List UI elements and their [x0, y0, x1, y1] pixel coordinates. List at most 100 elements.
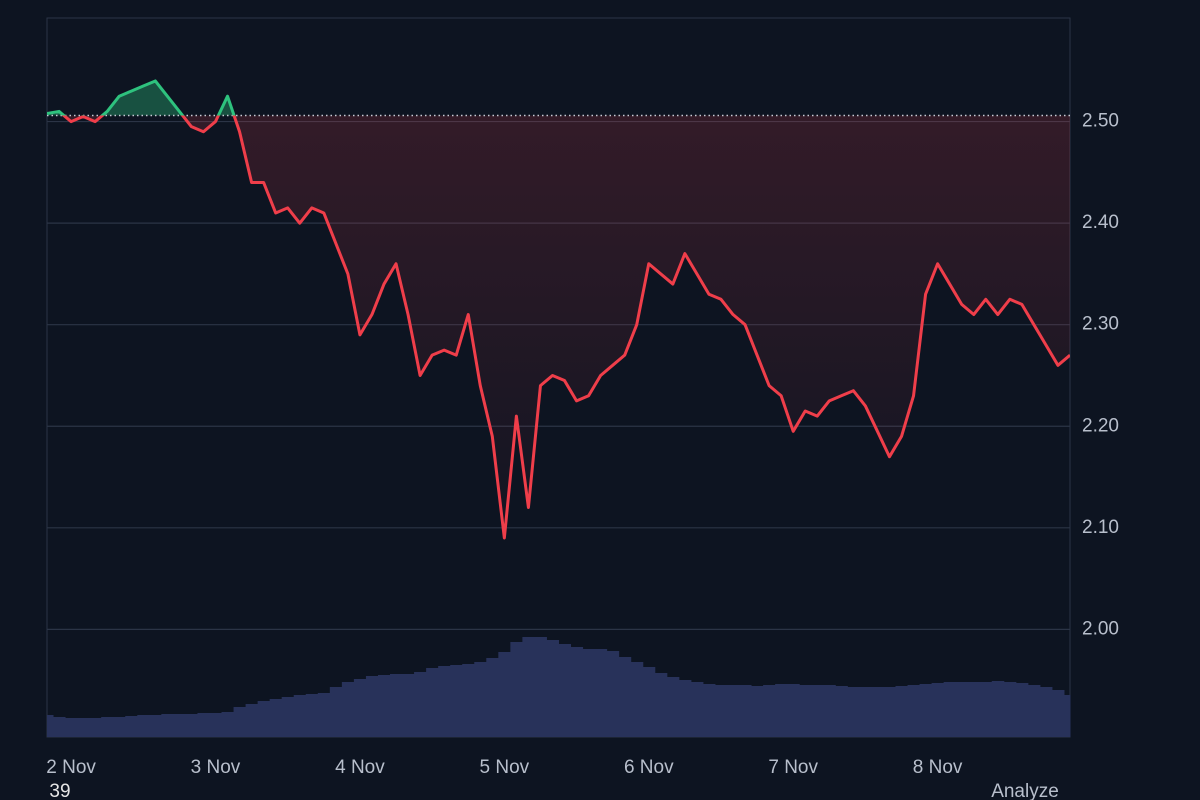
y-tick-label: 2.40 [1082, 212, 1119, 233]
volume-bar [137, 715, 150, 737]
volume-bar [919, 684, 933, 737]
volume-bar [979, 682, 993, 737]
volume-bar [47, 715, 54, 737]
x-tick-label: 2 Nov [46, 757, 96, 778]
volume-bar [353, 679, 367, 737]
volume-bar [606, 651, 620, 737]
volume-bar [1015, 683, 1029, 737]
volume-bar [474, 662, 487, 737]
volume-bar [1063, 695, 1071, 737]
volume-bar [690, 682, 704, 737]
volume-bar [77, 718, 90, 737]
volume-bar [823, 685, 836, 737]
volume-bar [787, 684, 800, 737]
volume-bar [1003, 682, 1017, 737]
volume-bar [678, 680, 692, 737]
volume-bar [65, 718, 78, 737]
volume-bar [185, 714, 198, 737]
volume-bar [486, 658, 499, 737]
volume-bar [570, 647, 584, 737]
volume-bar [402, 674, 415, 737]
volume-bar [811, 685, 824, 737]
volume-bar [161, 714, 174, 737]
x-tick-label: 6 Nov [624, 757, 674, 778]
volume-bar [883, 687, 896, 737]
analyze-button[interactable]: Analyze [991, 781, 1059, 800]
x-tick-label: 3 Nov [191, 757, 241, 778]
volume-bar [438, 666, 451, 737]
volume-bar [594, 649, 608, 737]
volume-bar [1027, 685, 1041, 737]
volume-bar [751, 686, 764, 737]
volume-bar [775, 684, 788, 737]
volume-bar [233, 707, 247, 737]
volume-bar [763, 685, 776, 737]
volume-bar [859, 687, 872, 737]
volume-bar [377, 675, 391, 737]
volume-bar [630, 662, 644, 737]
volume-bar [149, 715, 162, 737]
volume-bar [558, 644, 572, 737]
x-tick-label: 8 Nov [913, 757, 963, 778]
volume-bar [101, 717, 114, 737]
volume-bar [329, 687, 343, 737]
volume-bar [209, 713, 223, 737]
volume-bar [53, 717, 66, 737]
volume-bar [293, 695, 307, 737]
volume-bar [967, 682, 981, 737]
y-tick-label: 2.50 [1082, 111, 1119, 132]
price-line-down [61, 115, 1070, 540]
volume-bar [534, 637, 547, 737]
volume-bars [47, 637, 1071, 737]
volume-bar [871, 687, 884, 737]
volume-bar [365, 676, 379, 737]
volume-bar [341, 682, 355, 737]
x-tick-label: 7 Nov [768, 757, 818, 778]
x-tick-label: 5 Nov [480, 757, 530, 778]
volume-bar [414, 672, 427, 737]
volume-bar [847, 687, 860, 737]
volume-bar [426, 668, 439, 737]
volume-bar [245, 704, 259, 737]
volume-bar [522, 637, 535, 737]
volume-bar [269, 699, 283, 737]
volume-bar [835, 686, 848, 737]
volume-bar [895, 686, 909, 737]
volume-bar [714, 685, 728, 737]
y-tick-label: 2.20 [1082, 415, 1119, 436]
volume-bar [173, 714, 186, 737]
volume-bar [221, 712, 235, 737]
y-tick-label: 2.10 [1082, 517, 1119, 538]
volume-bar [907, 685, 921, 737]
volume-bar [546, 640, 559, 737]
volume-bar [943, 682, 957, 737]
volume-bar [113, 717, 126, 737]
volume-bar [317, 693, 331, 737]
volume-bar [642, 667, 656, 737]
volume-bar [462, 664, 475, 737]
area-up [47, 80, 235, 116]
volume-bar [89, 718, 102, 737]
volume-bar [498, 652, 511, 737]
volume-bar [390, 674, 403, 737]
volume-bar [450, 665, 463, 737]
volume-bar [305, 694, 319, 737]
y-tick-label: 2.00 [1082, 618, 1119, 639]
volume-bar [1039, 687, 1053, 737]
volume-bar [799, 685, 812, 737]
volume-bar [991, 681, 1005, 737]
volume-bar [955, 682, 969, 737]
volume-bar [726, 685, 740, 737]
volume-bar [281, 697, 295, 737]
volume-bar [666, 677, 680, 737]
volume-bar [257, 701, 271, 737]
volume-bar [125, 716, 138, 737]
volume-bar [197, 713, 210, 737]
volume-bar [510, 642, 523, 737]
volume-bar [618, 657, 632, 737]
volume-bar [702, 684, 716, 737]
count-label: 39 [49, 781, 70, 800]
y-tick-label: 2.30 [1082, 314, 1119, 335]
area-down [47, 115, 1070, 538]
